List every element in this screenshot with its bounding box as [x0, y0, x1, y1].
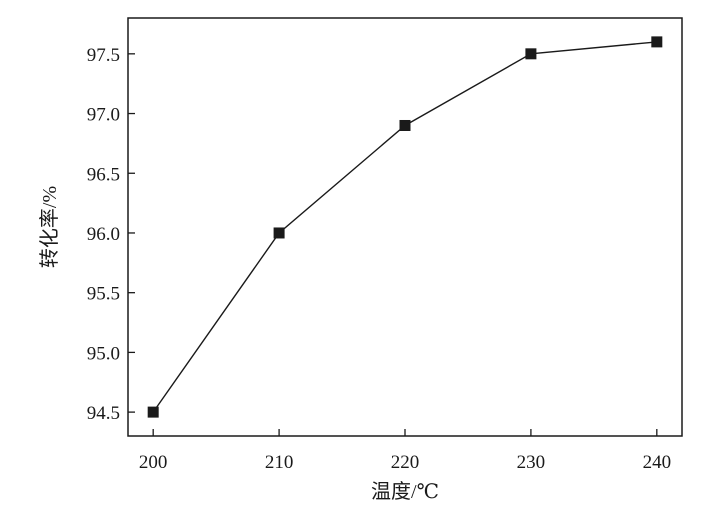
x-axis-ticks: 200 210 220 230 240	[139, 429, 671, 473]
x-tick-label: 230	[517, 452, 546, 473]
y-axis-ticks: 94.5 95.0 95.5 96.0 96.5 97.0 97.5	[87, 45, 135, 424]
y-axis-title: 转化率/%	[38, 186, 61, 268]
data-point-marker	[273, 227, 285, 239]
y-tick-label: 97.0	[87, 105, 120, 126]
y-tick-label: 96.5	[87, 164, 120, 185]
data-point-marker	[147, 406, 159, 418]
x-tick-label: 240	[643, 452, 672, 473]
y-tick-label: 95.0	[87, 343, 120, 364]
x-tick-label: 210	[265, 452, 294, 473]
series-layer	[147, 36, 663, 418]
x-axis-title: 温度/℃	[371, 480, 439, 503]
data-point-marker	[651, 36, 663, 48]
series-line	[152, 41, 657, 413]
x-tick-label: 200	[139, 452, 168, 473]
y-tick-label: 97.5	[87, 45, 120, 66]
y-tick-label: 95.5	[87, 284, 120, 305]
plot-frame	[127, 17, 683, 437]
data-point-marker	[399, 119, 411, 131]
y-tick-label: 94.5	[87, 403, 120, 424]
x-tick-label: 220	[391, 452, 420, 473]
y-tick-label: 96.0	[87, 224, 120, 245]
data-point-marker	[525, 48, 537, 60]
